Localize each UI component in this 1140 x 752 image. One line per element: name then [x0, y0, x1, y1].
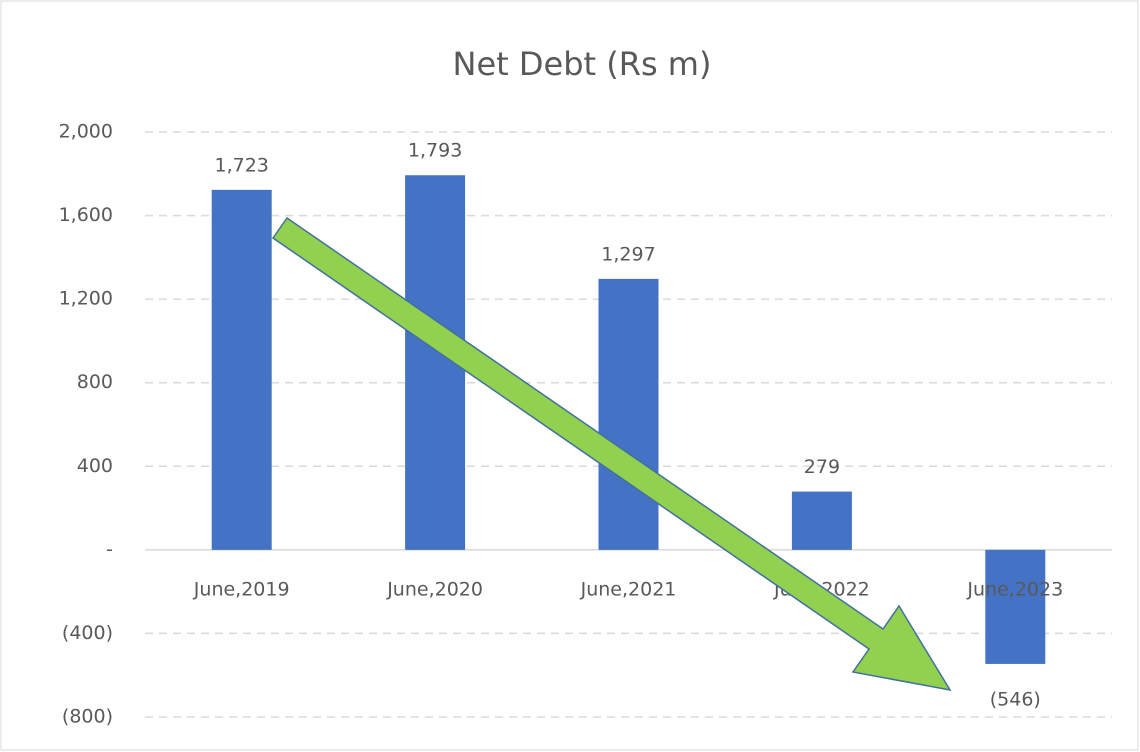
trend-arrow [271, 216, 952, 692]
y-tick-label: 2,000 [59, 121, 113, 143]
y-tick-label: 1,600 [59, 204, 113, 226]
y-tick-label: (800) [62, 706, 113, 728]
x-tick-label: June,2019 [193, 578, 290, 600]
value-label: 1,793 [408, 140, 462, 162]
bar [211, 189, 272, 550]
value-label: 1,723 [214, 154, 268, 176]
chart-title: Net Debt (Rs m) [453, 45, 712, 83]
y-tick-label: (400) [62, 622, 113, 644]
y-tick-label: 800 [77, 371, 113, 393]
y-tick-label: 400 [77, 455, 113, 477]
bar [598, 278, 659, 550]
value-label: 279 [804, 456, 840, 478]
bar [791, 491, 852, 550]
value-label: (546) [990, 688, 1041, 710]
value-label: 1,297 [601, 243, 655, 265]
y-tick-label: - [106, 538, 113, 560]
x-tick-label: June,2020 [386, 578, 483, 600]
bar [985, 549, 1046, 664]
y-tick-label: 1,200 [59, 288, 113, 310]
x-tick-label: June,2023 [966, 578, 1063, 600]
x-tick-label: June,2021 [580, 578, 677, 600]
